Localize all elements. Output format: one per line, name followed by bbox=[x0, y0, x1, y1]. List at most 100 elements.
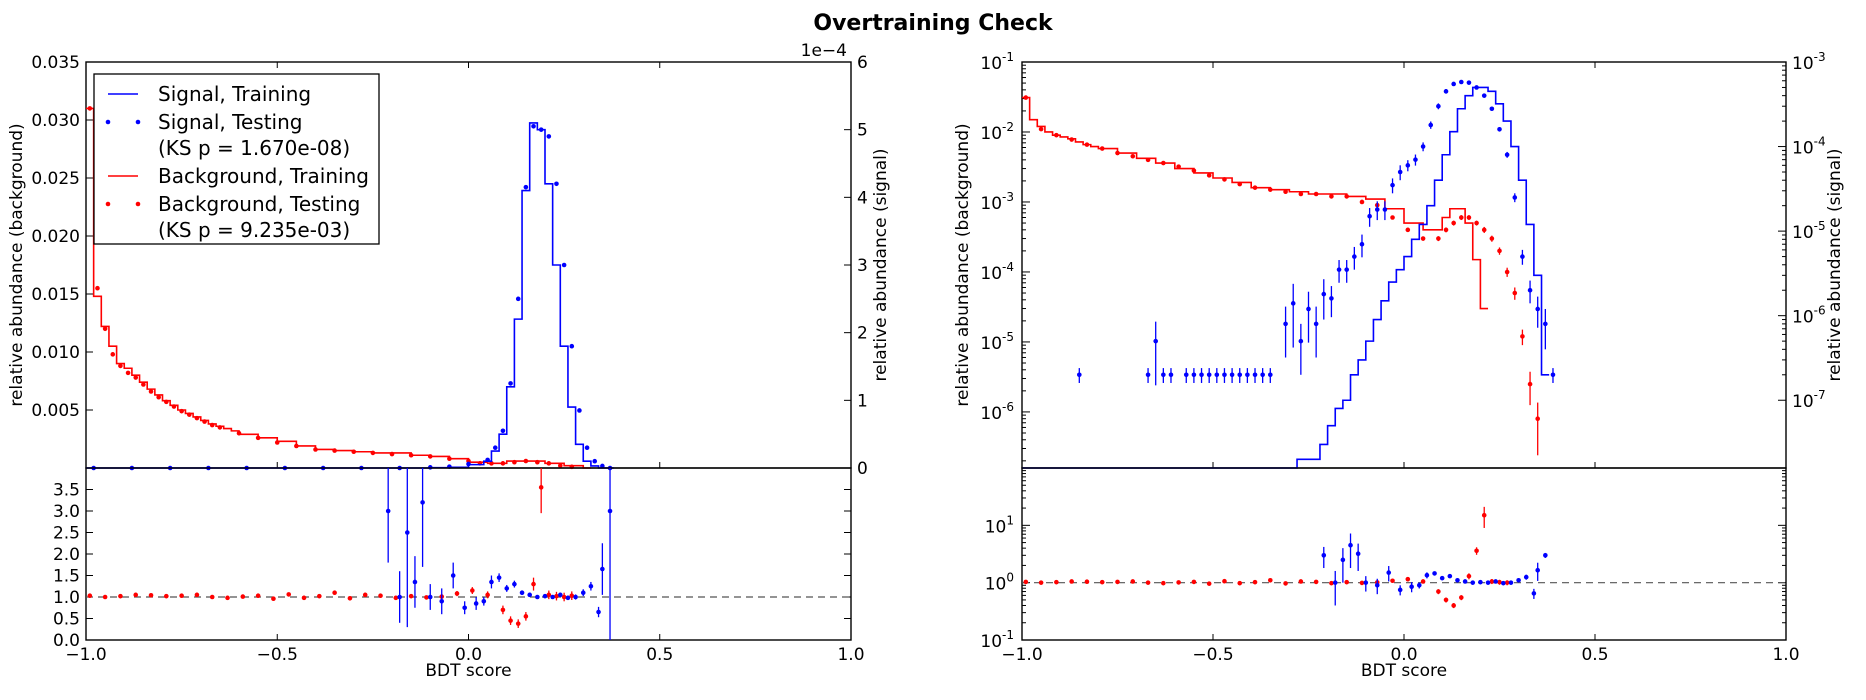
right-bottom-series-1-point-25 bbox=[1531, 591, 1537, 596]
left-bottom-ytick-label-4: 2.0 bbox=[53, 545, 80, 565]
right-top-ytick-label-0: 10-6 bbox=[980, 400, 1014, 424]
left-bottom-series-0-point-3 bbox=[133, 592, 139, 598]
right-bottom-series-1-point-15 bbox=[1455, 577, 1460, 583]
left-top-series-3-point-21 bbox=[554, 181, 559, 187]
left-top-series-3-point-17 bbox=[523, 184, 529, 190]
left-bottom-series-1-point-20 bbox=[558, 592, 563, 598]
left-bottom-ytick-label-6: 3.0 bbox=[53, 502, 80, 522]
right-top-ytick-label-3-exp: -3 bbox=[1002, 190, 1014, 204]
right-top-series-3-point-48 bbox=[1520, 254, 1525, 259]
left-bottom-xtick-label-1: −0.5 bbox=[257, 645, 298, 665]
left-top-series-1-point-23 bbox=[332, 448, 337, 453]
left-top-series-1-point-18 bbox=[236, 430, 242, 436]
right-top-ytick-label-2-base: 10 bbox=[980, 264, 1002, 284]
right-bottom-ytick-label-1-base: 10 bbox=[985, 575, 1007, 595]
right-top-series-1-point-5 bbox=[1099, 146, 1105, 151]
right-top-series-1-point-6 bbox=[1115, 150, 1120, 156]
right-top-series-1-point-34 bbox=[1489, 236, 1495, 241]
left-top-series-1-point-32 bbox=[489, 461, 494, 466]
right-top-series-1-point-30 bbox=[1459, 215, 1464, 220]
right-top-y2tick-label-3-base: 10 bbox=[1792, 139, 1814, 159]
right-top-series-3-point-27 bbox=[1359, 241, 1365, 247]
left-top-y2tick-label-5: 5 bbox=[857, 121, 868, 141]
right-top-series-3-point-17 bbox=[1283, 321, 1288, 327]
right-top-series-3-point-32 bbox=[1397, 169, 1403, 175]
left-top-series-1-point-19 bbox=[255, 435, 261, 441]
left-top-series-3-point-27 bbox=[600, 463, 605, 469]
left-bottom-series-0-point-1 bbox=[102, 594, 108, 600]
right-bottom-series-1-point-11 bbox=[1424, 572, 1430, 578]
left-bottom-series-0-point-0 bbox=[87, 593, 93, 599]
right-bottom-series-0-point-6 bbox=[1115, 579, 1120, 585]
right-top-series-3-point-43 bbox=[1481, 93, 1487, 98]
left-top-series-3-point-14 bbox=[500, 428, 506, 434]
right-bottom-series-0-point-10 bbox=[1176, 580, 1181, 585]
right-top-series-3-point-9 bbox=[1214, 372, 1220, 378]
right-top-series-1-point-28 bbox=[1443, 227, 1449, 233]
right-bottom-ytick-label-2-base: 10 bbox=[985, 517, 1007, 537]
right-top-series-3-point-21 bbox=[1313, 321, 1319, 327]
left-top-ytick-label-4: 0.025 bbox=[31, 169, 80, 189]
left-top-series-1-point-3 bbox=[110, 352, 116, 357]
right-top-series-3-point-8 bbox=[1206, 372, 1212, 378]
right-top-series-3-point-46 bbox=[1504, 152, 1510, 158]
right-top-series-3-point-41 bbox=[1466, 80, 1472, 85]
left-top-series-1-point-9 bbox=[156, 394, 161, 400]
right-bottom-series-1-point-10 bbox=[1416, 582, 1422, 588]
right-bottom-series-0-point-19 bbox=[1313, 579, 1319, 585]
left-top-y2-multiplier: 1e−4 bbox=[801, 41, 847, 61]
right-top-ytick-label-0-base: 10 bbox=[980, 404, 1002, 424]
left-top-series-1-point-35 bbox=[523, 458, 529, 464]
right-bottom-series-1-point-22 bbox=[1508, 580, 1514, 585]
right-bottom-series-0-point-30 bbox=[1459, 595, 1464, 600]
left-top-series-3-point-15 bbox=[508, 381, 513, 386]
right-top-y2label: relative abundance (signal) bbox=[1825, 148, 1845, 381]
right-bottom-series-1-point-14 bbox=[1447, 573, 1453, 579]
right-top-series-3-point-13 bbox=[1245, 372, 1250, 378]
right-bottom-ytick-label-1: 100 bbox=[985, 571, 1014, 595]
left-top-series-3-point-18 bbox=[531, 123, 536, 129]
right-top-series-3-point-20 bbox=[1306, 306, 1311, 312]
left-top-series-1-point-37 bbox=[546, 461, 552, 466]
left-bottom-series-0-point-22 bbox=[424, 595, 429, 600]
right-top-ytick-label-1: 10-5 bbox=[980, 330, 1014, 354]
left-bottom-series-1-point-15 bbox=[519, 590, 525, 595]
right-bottom-series-1-point-16 bbox=[1462, 579, 1468, 584]
left-top-series-1-point-24 bbox=[351, 449, 357, 455]
right-bottom-series-0-point-25 bbox=[1405, 576, 1411, 582]
left-bottom-series-1-point-24 bbox=[588, 583, 594, 589]
right-bottom-series-0-point-4 bbox=[1084, 579, 1090, 584]
right-top-series-3-point-12 bbox=[1237, 372, 1243, 378]
right-bottom-xtick-label-0: −1.0 bbox=[1001, 645, 1042, 665]
right-top-y2tick-label-4-exp: -3 bbox=[1814, 50, 1826, 64]
legend-swatch-3-a bbox=[105, 201, 111, 207]
left-top-series-1-point-28 bbox=[427, 454, 433, 459]
right-top-series-1-point-26 bbox=[1420, 236, 1426, 241]
right-top-y2tick-label-0: 10-7 bbox=[1792, 388, 1826, 412]
right-top-series-1-point-40 bbox=[1535, 416, 1540, 422]
right-bottom-series-1-point-5 bbox=[1363, 580, 1369, 585]
left-bottom-series-1-point-3 bbox=[412, 579, 418, 585]
right-top-series-1-point-18 bbox=[1298, 191, 1304, 197]
right-bottom-ytick-label-0-exp: -1 bbox=[1002, 628, 1014, 642]
right-bottom-series-1-point-23 bbox=[1516, 577, 1521, 583]
left-top-y2tick-label-4: 4 bbox=[857, 188, 868, 208]
right-bottom-series-1-point-17 bbox=[1470, 580, 1476, 585]
right-top-series-3-point-50 bbox=[1535, 306, 1540, 312]
legend-entry-3-sub: (KS p = 9.235e-03) bbox=[158, 218, 350, 242]
right-top-series-3-point-1 bbox=[1145, 372, 1151, 378]
left-bottom-xlabel: BDT score bbox=[425, 661, 511, 681]
left-bottom-series-0-point-20 bbox=[393, 595, 399, 601]
left-bottom-series-1-point-9 bbox=[473, 601, 479, 606]
right-top-series-1-point-10 bbox=[1176, 164, 1181, 169]
left-top-ytick-label-1: 0.010 bbox=[31, 343, 80, 363]
right-top-series-1-point-32 bbox=[1474, 220, 1479, 226]
right-bottom-series-1-point-13 bbox=[1439, 575, 1445, 581]
right-top-series-3-point-47 bbox=[1512, 195, 1518, 200]
right-top-y2tick-label-1: 10-6 bbox=[1792, 304, 1826, 328]
left-top-series-1-point-16 bbox=[209, 422, 215, 428]
right-bottom-series-0-point-0 bbox=[1023, 579, 1029, 585]
left-bottom-series-0-point-36 bbox=[569, 593, 575, 599]
left-bottom-series-0-point-4 bbox=[148, 592, 154, 598]
